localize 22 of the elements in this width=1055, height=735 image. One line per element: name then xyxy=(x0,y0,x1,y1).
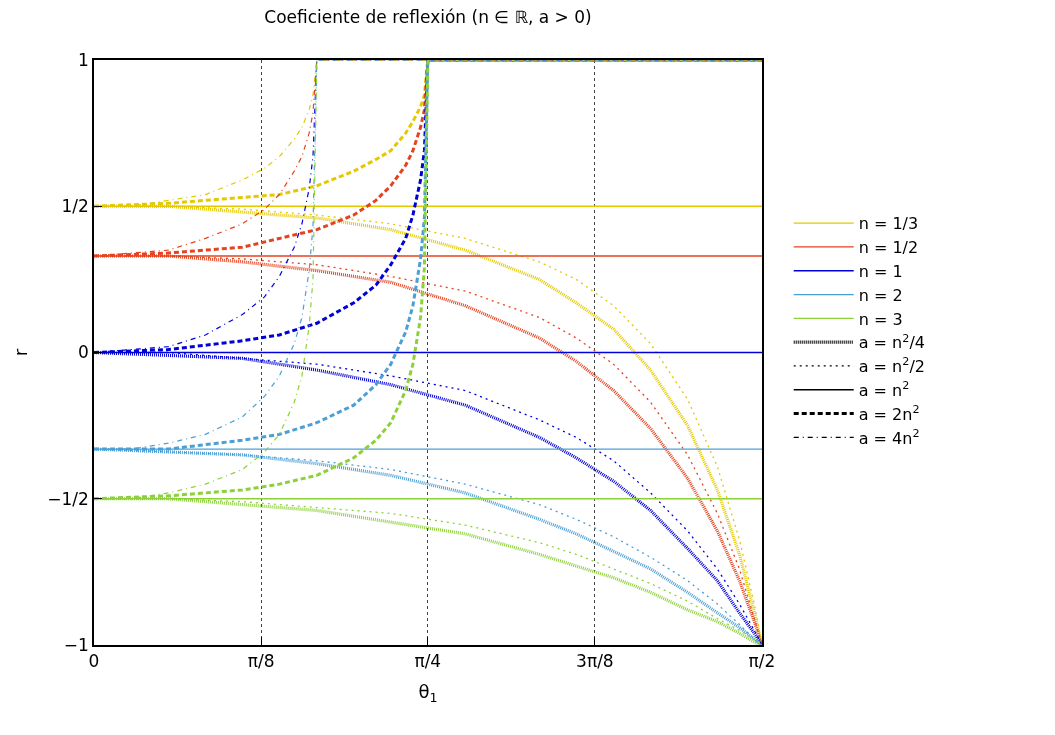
legend-label: n = 1/2 xyxy=(858,238,919,258)
y-tick-label: 0 xyxy=(78,342,89,363)
y-tick-label: −1/2 xyxy=(47,488,89,509)
text: a = n$^{2}$/4 xyxy=(858,331,925,353)
x-axis-title: θ$_{1}$ xyxy=(418,680,438,705)
x-tick-label: π/4 xyxy=(414,651,442,672)
legend-label: n = 2 xyxy=(858,285,903,305)
x-tick-label: 3π/8 xyxy=(576,651,614,672)
legend-label: n = 3 xyxy=(858,309,903,329)
text: a = 2n$^{2}$ xyxy=(858,403,920,424)
text: a = n$^{2}$/2 xyxy=(858,355,925,377)
x-tick-label: π/2 xyxy=(748,651,776,672)
y-tick-label: −1 xyxy=(63,634,89,655)
legend-label: n = 1/3 xyxy=(858,214,919,234)
y-axis-title: r xyxy=(9,348,31,357)
legend-label: n = 1 xyxy=(858,261,903,281)
y-tick-label: 1/2 xyxy=(61,196,89,217)
text: a = 4n$^{2}$ xyxy=(858,426,920,448)
chart-title: Coeficiente de reflexión (n ∈ ℝ, a > 0) xyxy=(264,6,592,27)
text: a = n$^{2}$ xyxy=(858,379,910,400)
x-tick-label: π/8 xyxy=(247,651,275,672)
y-tick-label: 1 xyxy=(78,49,89,70)
